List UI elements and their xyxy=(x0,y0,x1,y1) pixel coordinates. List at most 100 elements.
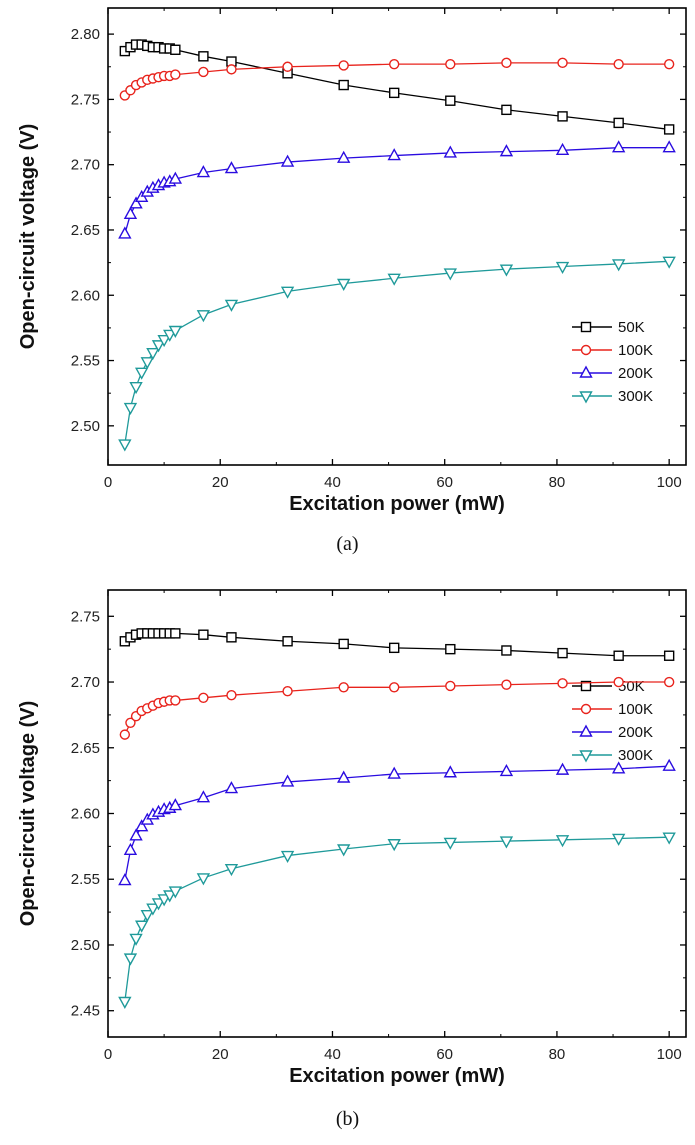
legend-label: 100K xyxy=(618,342,653,359)
data-point xyxy=(557,57,568,69)
y-tick-label: 2.75 xyxy=(71,91,100,108)
data-point xyxy=(123,206,138,220)
data-point xyxy=(662,140,676,153)
data-point xyxy=(445,95,456,106)
data-point xyxy=(282,61,293,72)
data-point xyxy=(280,774,295,787)
data-point xyxy=(163,329,177,342)
data-point xyxy=(198,51,209,62)
x-tick-label: 100 xyxy=(657,1046,682,1063)
data-point xyxy=(151,898,166,911)
data-point xyxy=(170,69,181,80)
y-tick-label: 2.60 xyxy=(71,806,100,823)
series-50K xyxy=(119,628,675,661)
data-point xyxy=(663,124,675,135)
data-point xyxy=(388,682,400,693)
legend-item: 200K xyxy=(572,724,653,741)
data-point xyxy=(613,650,624,661)
y-tick-label: 2.70 xyxy=(71,157,100,174)
data-point xyxy=(280,286,295,299)
legend-marker xyxy=(579,724,593,737)
x-tick-label: 20 xyxy=(212,1046,229,1063)
data-point xyxy=(499,763,514,777)
data-point xyxy=(129,933,143,946)
data-point xyxy=(146,348,160,361)
data-point xyxy=(118,226,132,239)
x-axis-title: Excitation power (mW) xyxy=(289,1065,505,1087)
data-point xyxy=(118,439,132,452)
y-axis-title: Open-circuit voltage (V) xyxy=(17,124,39,350)
data-point xyxy=(387,766,401,779)
data-point xyxy=(338,60,349,71)
data-point xyxy=(224,864,239,877)
data-point xyxy=(662,758,676,771)
legend-marker xyxy=(580,344,592,356)
data-point xyxy=(198,629,209,640)
legend-marker xyxy=(579,365,593,378)
chart-a-caption: (a) xyxy=(336,533,359,555)
data-point xyxy=(501,57,512,69)
data-point xyxy=(123,842,138,856)
x-tick-label: 60 xyxy=(436,474,453,491)
data-point xyxy=(129,381,143,395)
legend-item: 50K xyxy=(572,678,645,695)
data-point xyxy=(226,689,237,701)
y-tick-label: 2.65 xyxy=(71,740,100,757)
data-point xyxy=(198,692,209,704)
data-point xyxy=(338,638,349,650)
y-tick-label: 2.60 xyxy=(71,287,100,304)
series-100K xyxy=(119,57,675,101)
data-point xyxy=(224,161,239,174)
x-tick-label: 40 xyxy=(324,474,341,491)
chart-b-svg: 0 20 40 60 80 100 2.45 2.50 2.55 2.60 2.65 2.70 2.75… xyxy=(17,589,687,1087)
data-point xyxy=(196,873,211,886)
data-point xyxy=(168,325,183,338)
series-300K xyxy=(118,832,676,1009)
legend-marker xyxy=(580,321,592,333)
data-point xyxy=(611,259,626,272)
legend-item: 200K xyxy=(572,365,653,382)
data-point xyxy=(226,64,237,75)
data-point xyxy=(140,357,154,370)
plot-frame xyxy=(107,589,687,1038)
data-point xyxy=(445,58,456,70)
series-line xyxy=(124,836,670,1002)
data-point xyxy=(387,273,401,286)
data-point xyxy=(282,636,293,647)
y-tick-label: 2.75 xyxy=(71,608,100,625)
plot-frame xyxy=(107,7,687,466)
x-tick-label: 100 xyxy=(657,474,682,491)
data-point xyxy=(151,340,166,353)
chart-panel-b: 0 20 40 60 80 100 2.45 2.50 2.55 2.60 2.65 2.70 2.75… xyxy=(0,572,695,1145)
data-point xyxy=(662,832,676,845)
data-point xyxy=(119,729,131,740)
x-tick-label: 80 xyxy=(549,1046,566,1063)
data-point xyxy=(388,58,400,70)
data-point xyxy=(443,837,457,850)
data-point xyxy=(445,680,456,692)
y-tick-label: 2.55 xyxy=(71,353,100,370)
data-point xyxy=(663,650,675,661)
legend-label: 300K xyxy=(618,747,653,764)
x-tick-label: 80 xyxy=(549,474,566,491)
data-point xyxy=(134,920,149,933)
data-point xyxy=(337,844,351,857)
data-point xyxy=(170,628,181,639)
data-point xyxy=(163,890,177,903)
data-point xyxy=(134,367,149,380)
data-point xyxy=(388,87,400,99)
data-point xyxy=(557,647,568,659)
legend-label: 50K xyxy=(618,319,645,336)
x-tick-label: 20 xyxy=(212,474,229,491)
data-point xyxy=(134,819,149,832)
x-axis-title: Excitation power (mW) xyxy=(289,493,505,515)
data-point xyxy=(663,58,675,70)
legend-item: 300K xyxy=(572,747,653,764)
data-point xyxy=(499,836,514,849)
y-tick-label: 2.45 xyxy=(71,1003,100,1020)
data-point xyxy=(613,676,624,688)
data-point xyxy=(170,44,181,55)
y-tick-label: 2.50 xyxy=(71,937,100,954)
data-point xyxy=(555,835,570,848)
series-line xyxy=(124,147,670,235)
